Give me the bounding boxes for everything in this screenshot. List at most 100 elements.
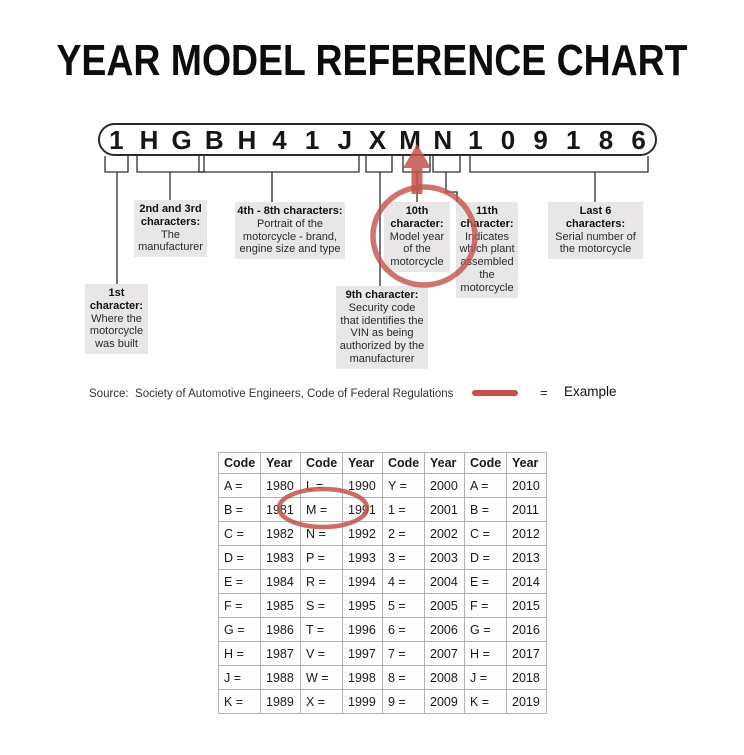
vin-character: J xyxy=(337,125,353,155)
legend-equals-sign: = xyxy=(540,385,548,400)
year-cell: 2010 xyxy=(506,473,547,498)
code-cell: 4 = xyxy=(382,569,425,594)
table-row: E = 1984 R = 1994 4 = 2004 E = 2014 xyxy=(218,569,547,594)
bracket-11th-char xyxy=(432,156,461,173)
code-cell: H = xyxy=(218,641,261,666)
column-header: Year xyxy=(424,452,465,474)
code-cell: D = xyxy=(464,545,507,570)
year-cell: 1994 xyxy=(342,569,383,594)
year-cell: 2017 xyxy=(506,641,547,666)
year-cell: 1996 xyxy=(342,617,383,642)
callout-heading: 1st character: xyxy=(89,287,144,312)
vin-character: 6 xyxy=(631,125,646,155)
year-cell: 1992 xyxy=(342,521,383,546)
table-row: F = 1985 S = 1995 5 = 2005 F = 2015 xyxy=(218,593,547,618)
callout-body: Serial number of the motorcycle xyxy=(555,230,636,256)
callout-heading: 11th character: xyxy=(460,205,514,230)
year-cell: 1988 xyxy=(260,665,301,690)
year-cell: 2001 xyxy=(424,497,465,522)
vin-character: 1 xyxy=(304,125,320,155)
code-cell: K = xyxy=(218,689,261,714)
year-cell: 2008 xyxy=(424,665,465,690)
vin-character: 8 xyxy=(598,125,614,155)
code-cell: M = xyxy=(300,497,343,522)
code-cell: 3 = xyxy=(382,545,425,570)
year-cell: 2019 xyxy=(506,689,547,714)
code-cell: W = xyxy=(300,665,343,690)
table-row: G = 1986 T = 1996 6 = 2006 G = 2016 xyxy=(218,617,547,642)
code-cell: F = xyxy=(218,593,261,618)
year-cell: 2014 xyxy=(506,569,547,594)
table-row: K = 1989 X = 1999 9 = 2009 K = 2019 xyxy=(218,689,547,714)
code-cell: 5 = xyxy=(382,593,425,618)
code-cell: C = xyxy=(218,521,261,546)
year-cell: 1983 xyxy=(260,545,301,570)
code-cell: R = xyxy=(300,569,343,594)
callout-4th-8th-characters: 4th - 8th characters: Portrait of the mo… xyxy=(235,202,345,260)
callout-1st-character: 1st character: Where the motorcycle was … xyxy=(85,284,148,354)
year-cell: 1987 xyxy=(260,641,301,666)
year-cell: 2009 xyxy=(424,689,465,714)
year-cell: 1984 xyxy=(260,569,301,594)
code-cell: T = xyxy=(300,617,343,642)
year-cell: 2018 xyxy=(506,665,547,690)
callout-last-6-characters: Last 6 characters: Serial number of the … xyxy=(548,202,643,260)
vin-character: H xyxy=(139,125,159,155)
legend-example-label: Example xyxy=(564,384,617,399)
vin-character: 1 xyxy=(566,125,581,155)
vin-character: N xyxy=(433,125,453,155)
callout-2nd-3rd-characters: 2nd and 3rd characters: The manufacturer xyxy=(134,200,207,258)
table-row: J = 1988 W = 1998 8 = 2008 J = 2018 xyxy=(218,665,547,690)
callout-heading: 10th character: xyxy=(390,205,444,230)
column-header: Year xyxy=(260,452,301,474)
code-cell: 2 = xyxy=(382,521,425,546)
bracket-1st-char xyxy=(104,156,129,173)
table-row: B = 1981 M = 1991 1 = 2001 B = 2011 xyxy=(218,497,547,522)
code-cell: 7 = xyxy=(382,641,425,666)
callout-body: Indicates which plant assembled the moto… xyxy=(459,230,515,294)
year-cell: 1980 xyxy=(260,473,301,498)
year-cell: 1986 xyxy=(260,617,301,642)
code-cell: D = xyxy=(218,545,261,570)
code-cell: G = xyxy=(464,617,507,642)
column-header: Year xyxy=(342,452,383,474)
column-header: Code xyxy=(464,452,507,474)
callout-body: Model year of the motorcycle xyxy=(389,230,445,269)
code-cell: 1 = xyxy=(382,497,425,522)
vin-character: 0 xyxy=(500,125,516,155)
table-header-row: Code Year Code Year Code Year Code Year xyxy=(218,452,547,474)
table-row: H = 1987 V = 1997 7 = 2007 H = 2017 xyxy=(218,641,547,666)
code-cell: P = xyxy=(300,545,343,570)
year-cell: 2004 xyxy=(424,569,465,594)
bracket-4th-8th xyxy=(198,156,360,173)
code-cell: 6 = xyxy=(382,617,425,642)
year-cell: 1995 xyxy=(342,593,383,618)
year-cell: 1982 xyxy=(260,521,301,546)
code-cell: F = xyxy=(464,593,507,618)
connector-11th-char xyxy=(445,172,458,202)
year-cell: 2013 xyxy=(506,545,547,570)
year-cell: 2016 xyxy=(506,617,547,642)
code-cell: A = xyxy=(464,473,507,498)
year-cell: 2015 xyxy=(506,593,547,618)
table-row: C = 1982 N = 1992 2 = 2002 C = 2012 xyxy=(218,521,547,546)
page-title: YEAR MODEL REFERENCE CHART xyxy=(56,36,688,85)
callout-body: Portrait of the motorcycle - brand, engi… xyxy=(239,217,341,256)
year-cell: 2012 xyxy=(506,521,547,546)
callout-9th-character: 9th character: Security code that identi… xyxy=(336,286,428,369)
code-cell: J = xyxy=(464,665,507,690)
source-attribution: Source: Society of Automotive Engineers,… xyxy=(89,388,454,400)
year-cell: 1993 xyxy=(342,545,383,570)
callout-11th-character: 11th character: Indicates which plant as… xyxy=(456,202,518,298)
callout-heading: 9th character: xyxy=(345,289,419,301)
vin-character: M xyxy=(399,125,421,155)
bracket-9th-char xyxy=(365,156,393,173)
code-cell: G = xyxy=(218,617,261,642)
column-header: Year xyxy=(506,452,547,474)
code-cell: C = xyxy=(464,521,507,546)
vin-character: 4 xyxy=(272,125,287,155)
bracket-2nd-3rd xyxy=(136,156,205,173)
year-cell: 1997 xyxy=(342,641,383,666)
